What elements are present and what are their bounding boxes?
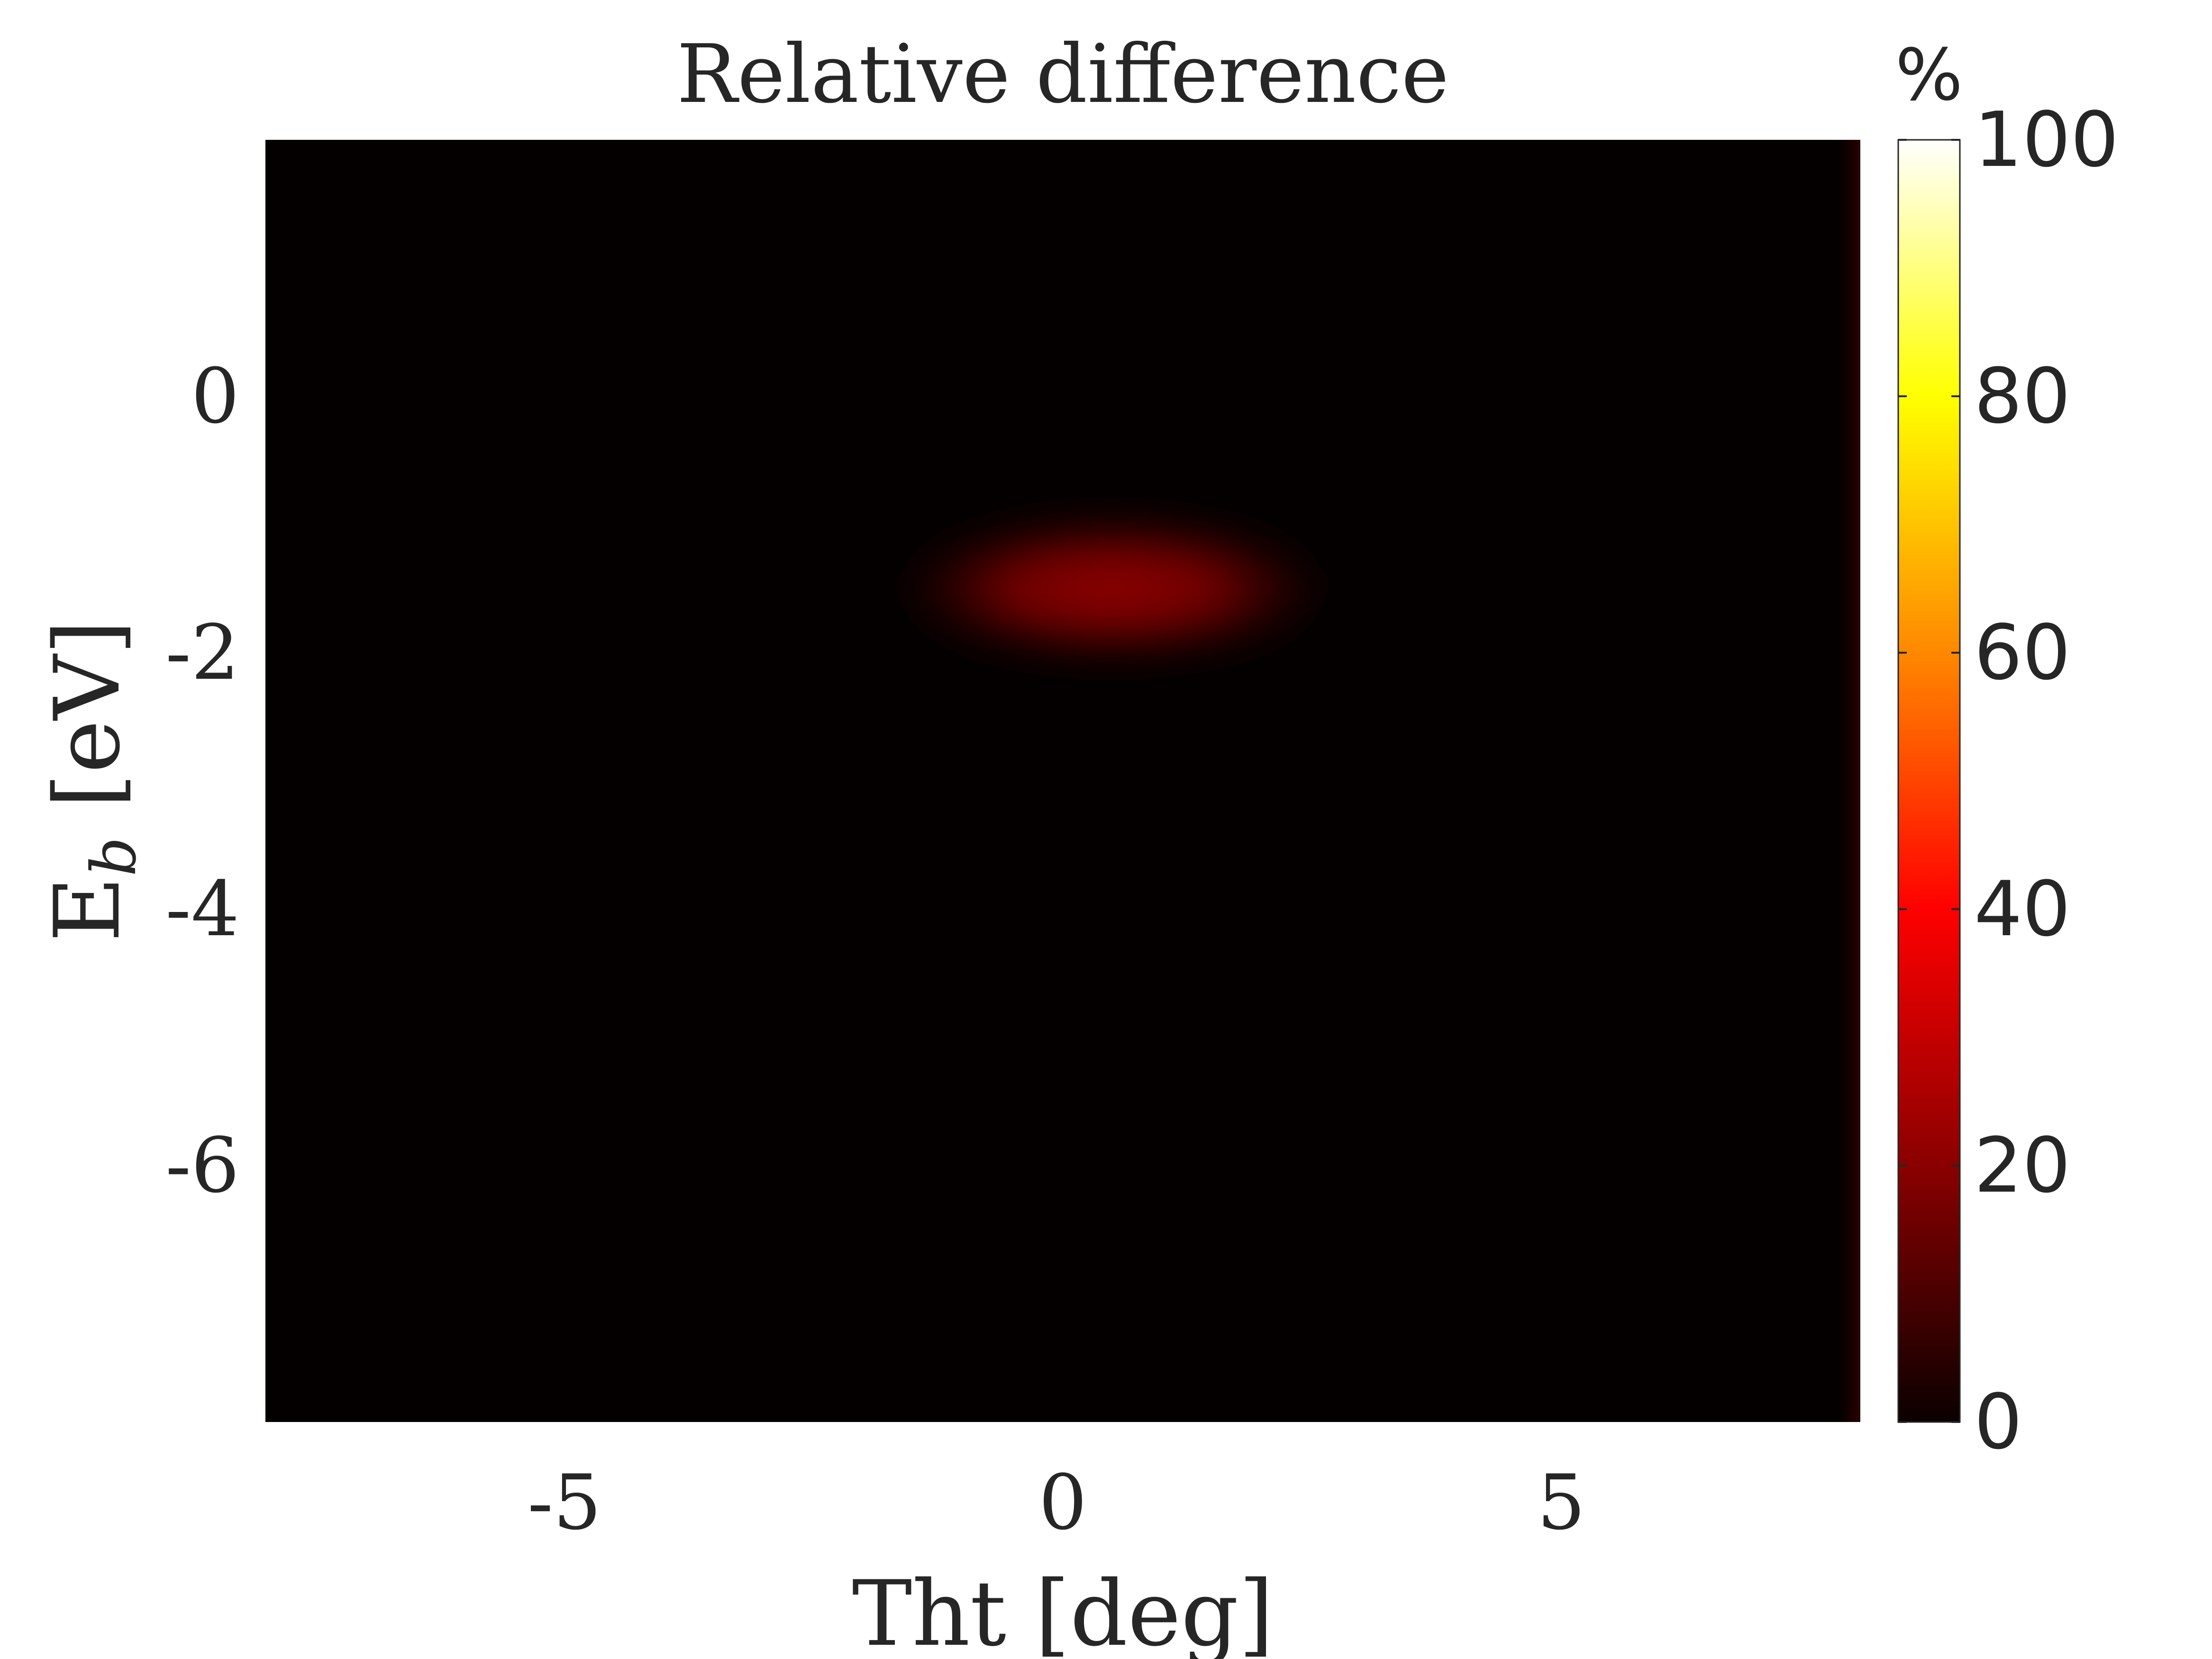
- x-tick-label: 5: [1537, 1458, 1585, 1547]
- colorbar-ticks: 0 20 40 60 80 100: [1898, 95, 2119, 1466]
- y-tick-label: 0: [191, 352, 239, 440]
- x-axis-ticks: -5 0 5: [528, 1458, 1585, 1547]
- colorbar-tick-label: 40: [1974, 865, 2071, 953]
- colorbar-tick-label: 0: [1974, 1377, 2022, 1466]
- y-tick-label: -4: [165, 865, 239, 953]
- colorbar-tick-label: 20: [1974, 1121, 2071, 1210]
- colorbar-label: %: [1895, 34, 1963, 117]
- heatmap-plot-area: [265, 140, 1860, 1422]
- x-tick-label: 0: [1039, 1458, 1087, 1547]
- y-tick-label: -2: [165, 608, 239, 697]
- heatmap-edge-glow: [1839, 140, 1860, 1422]
- y-tick-label: -6: [165, 1121, 239, 1210]
- heatmap-peak-region: [883, 511, 1342, 666]
- colorbar-gradient: [1897, 139, 1961, 1423]
- heatmap-background: [265, 140, 1860, 1422]
- y-axis-label: Eb [eV]: [35, 620, 150, 942]
- chart-title: Relative difference: [677, 27, 1449, 121]
- colorbar: 0 20 40 60 80 100 %: [1895, 34, 2119, 1466]
- colorbar-tick-label: 100: [1974, 95, 2119, 184]
- colorbar-tick-label: 60: [1974, 608, 2071, 697]
- x-tick-label: -5: [528, 1458, 601, 1547]
- y-axis-ticks: -6 -4 -2 0: [165, 352, 239, 1210]
- y-axis-label-main: E: [35, 876, 140, 942]
- y-axis-label-unit: [eV]: [35, 620, 140, 837]
- x-axis-label: Tht [deg]: [852, 1561, 1274, 1659]
- y-axis-label-subscript: b: [78, 837, 150, 876]
- colorbar-tick-label: 80: [1974, 352, 2071, 440]
